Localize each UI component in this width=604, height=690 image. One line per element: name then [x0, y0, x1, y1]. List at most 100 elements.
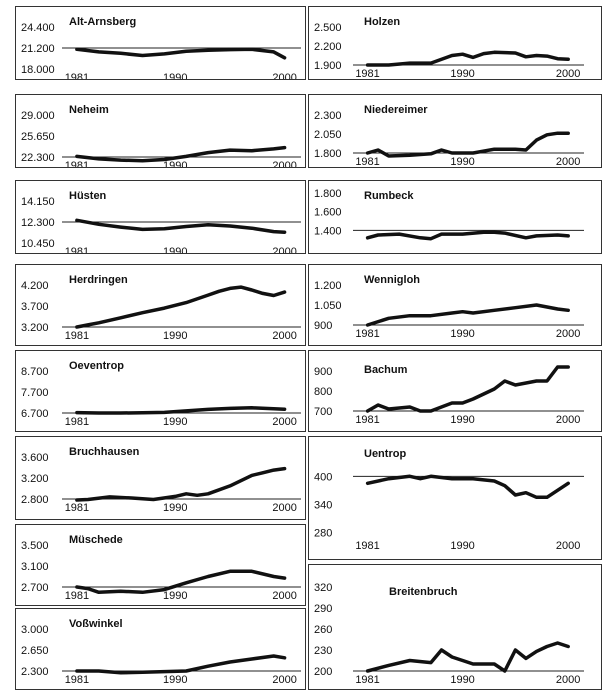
y-tick-label: 200 [314, 666, 332, 678]
series-line-holzen [365, 50, 570, 67]
x-tick-label: 1981 [65, 72, 89, 79]
y-tick-label: 1.200 [314, 280, 342, 292]
x-tick-label: 1981 [65, 674, 89, 686]
panel-huesten: Hüsten 14.150 12.300 10.450 1981 1990 2000 [15, 180, 306, 254]
y-tick-label: 7.700 [21, 387, 49, 399]
y-tick-label: 2.300 [21, 666, 49, 678]
chart-title: Rumbeck [364, 190, 414, 202]
y-tick-label: 10.450 [21, 238, 55, 250]
y-tick-label: 2.700 [21, 582, 49, 594]
y-tick-label: 3.500 [21, 540, 49, 552]
x-tick-label: 2000 [272, 246, 296, 253]
x-tick-label: 2000 [272, 416, 296, 428]
y-tick-label: 18.000 [21, 64, 55, 76]
chart-title: Niedereimer [364, 104, 428, 116]
y-tick-label: 2.800 [21, 494, 49, 506]
chart-title: Neheim [69, 104, 109, 116]
chart-svg: Oeventrop 8.700 7.700 6.700 1981 1990 2000 [21, 360, 301, 428]
y-tick-label: 900 [314, 366, 332, 378]
y-tick-label: 3.700 [21, 301, 49, 313]
y-tick-label: 2.050 [314, 129, 342, 141]
y-tick-label: 3.200 [21, 322, 49, 334]
chart-title: Breitenbruch [389, 586, 458, 598]
chart-title: Voßwinkel [69, 618, 123, 630]
series-line-uentrop [365, 474, 570, 500]
y-tick-label: 2.650 [21, 645, 49, 657]
x-tick-label: 1981 [355, 674, 379, 686]
chart-svg: Bachum 900 800 700 1981 1990 2000 [314, 364, 584, 426]
y-tick-label: 230 [314, 645, 332, 657]
x-tick-label: 1990 [163, 330, 187, 342]
chart-svg: Voßwinkel 3.000 2.650 2.300 1981 1990 2000 [21, 618, 301, 686]
x-tick-label: 1981 [65, 160, 89, 167]
x-tick-label: 1990 [163, 246, 187, 253]
x-tick-label: 1990 [163, 590, 187, 602]
chart-title: Alt-Arnsberg [69, 16, 136, 28]
y-tick-label: 29.000 [21, 110, 55, 122]
panel-vosswinkel: Voßwinkel 3.000 2.650 2.300 1981 1990 2000 [15, 608, 306, 690]
chart-title: Wennigloh [364, 274, 420, 286]
chart-svg: Wennigloh 1.200 1.050 900 1981 1990 2000 [314, 274, 584, 340]
y-tick-label: 4.200 [21, 280, 49, 292]
x-tick-label: 1981 [355, 540, 379, 552]
x-tick-label: 1990 [163, 416, 187, 428]
chart-svg: Müschede 3.500 3.100 2.700 1981 1990 2000 [21, 534, 301, 602]
series-line-alt-arnsberg [75, 47, 287, 60]
series-line-herdringen [75, 285, 287, 329]
x-tick-label: 1990 [450, 674, 474, 686]
y-tick-label: 1.400 [314, 225, 342, 237]
y-tick-label: 3.000 [21, 624, 49, 636]
y-tick-label: 260 [314, 624, 332, 636]
x-tick-label: 2000 [272, 502, 296, 514]
y-tick-label: 340 [314, 499, 332, 511]
x-tick-label: 2000 [272, 590, 296, 602]
x-tick-label: 2000 [556, 156, 580, 167]
x-tick-label: 2000 [556, 328, 580, 340]
panel-wennigloh: Wennigloh 1.200 1.050 900 1981 1990 2000 [308, 264, 602, 346]
panel-rumbeck: Rumbeck 1.800 1.600 1.400 1981 1990 2000 [308, 180, 602, 254]
y-tick-label: 1.900 [314, 60, 342, 72]
panel-niedereimer: Niedereimer 2.300 2.050 1.800 1981 1990 2000 [308, 94, 602, 168]
x-tick-label: 2000 [272, 330, 296, 342]
y-tick-label: 12.300 [21, 217, 55, 229]
x-tick-label: 2000 [556, 252, 580, 253]
y-tick-label: 800 [314, 386, 332, 398]
panel-holzen: Holzen 2.500 2.200 1.900 1981 1990 2000 [308, 6, 602, 80]
y-tick-label: 14.150 [21, 196, 55, 208]
x-tick-label: 1981 [65, 502, 89, 514]
y-tick-label: 22.300 [21, 152, 55, 164]
x-tick-label: 1990 [450, 414, 474, 426]
y-tick-label: 3.600 [21, 452, 49, 464]
chart-svg: Uentrop 400 340 280 1981 1990 2000 [314, 448, 584, 552]
x-tick-label: 1981 [65, 246, 89, 253]
series-line-huesten [75, 218, 287, 234]
chart-title: Hüsten [69, 190, 107, 202]
y-tick-label: 2.300 [314, 110, 342, 122]
panel-uentrop: Uentrop 400 340 280 1981 1990 2000 [308, 436, 602, 560]
chart-svg: Hüsten 14.150 12.300 10.450 1981 1990 2000 [21, 190, 301, 253]
x-tick-label: 1990 [450, 68, 474, 79]
y-tick-label: 3.200 [21, 473, 49, 485]
chart-title: Bruchhausen [69, 446, 140, 458]
x-tick-label: 2000 [272, 72, 296, 79]
chart-title: Holzen [364, 16, 400, 28]
series-line-niedereimer [365, 131, 570, 158]
chart-svg: Herdringen 4.200 3.700 3.200 1981 1990 2000 [21, 274, 301, 342]
series-line-wennigloh [365, 303, 570, 327]
y-tick-label: 3.100 [21, 561, 49, 573]
panel-breitenbruch: Breitenbruch 320 290 260 230 200 1981 1990 2000 [308, 564, 602, 690]
chart-svg: Niedereimer 2.300 2.050 1.800 1981 1990 2000 [314, 104, 584, 167]
x-tick-label: 1981 [355, 414, 379, 426]
x-tick-label: 2000 [556, 674, 580, 686]
y-tick-label: 700 [314, 406, 332, 418]
chart-svg: Neheim 29.000 25.650 22.300 1981 1990 2000 [21, 104, 301, 167]
x-tick-label: 1981 [355, 252, 379, 253]
series-line-rumbeck [365, 230, 570, 241]
panel-herdringen: Herdringen 4.200 3.700 3.200 1981 1990 2000 [15, 264, 306, 346]
x-tick-label: 1990 [163, 160, 187, 167]
chart-svg: Holzen 2.500 2.200 1.900 1981 1990 2000 [314, 16, 584, 79]
chart-title: Oeventrop [69, 360, 124, 372]
chart-svg: Bruchhausen 3.600 3.200 2.800 1981 1990 2000 [21, 446, 301, 514]
y-tick-label: 1.050 [314, 300, 342, 312]
y-tick-label: 6.700 [21, 408, 49, 420]
